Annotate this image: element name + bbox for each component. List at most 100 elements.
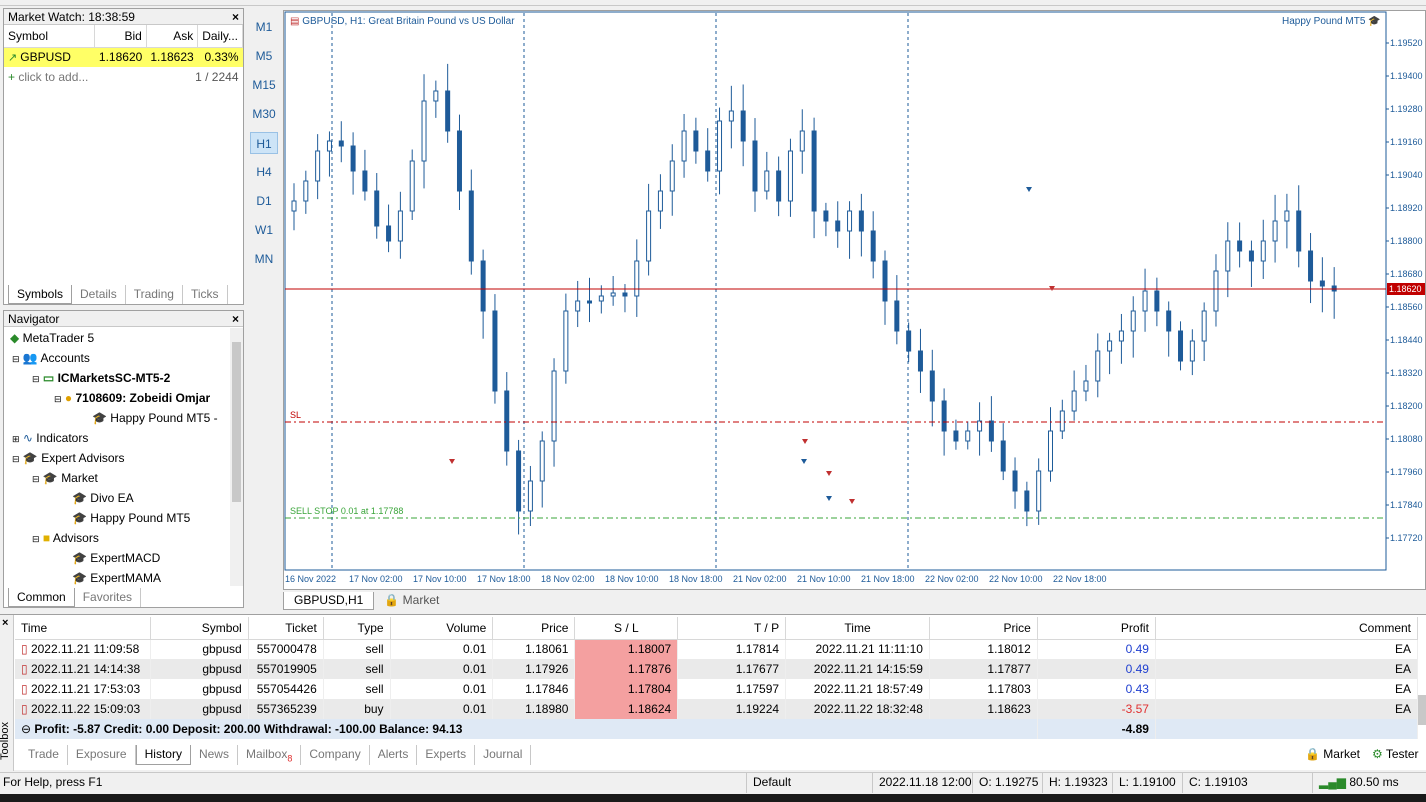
history-col-header[interactable]: Volume [390, 617, 494, 640]
history-col-header[interactable]: Ticket [248, 617, 324, 640]
tab-journal[interactable]: Journal [475, 745, 532, 766]
status-high: H: 1.19323 [1042, 773, 1112, 793]
col-bid[interactable]: Bid [94, 25, 147, 48]
tree-item-indicators[interactable]: ⊞ ∿ Indicators [12, 428, 88, 448]
tab-details[interactable]: Details [72, 285, 126, 304]
history-row[interactable]: ▯ 2022.11.21 14:14:38 gbpusd 557019905 sell… [15, 659, 1419, 679]
tab-favorites[interactable]: Favorites [75, 588, 142, 607]
tree-item-account[interactable]: ⊟ ● 7108609: Zobeidi Omjar [54, 388, 210, 408]
trade-marker[interactable] [801, 459, 807, 464]
history-col-header[interactable]: Time [15, 617, 152, 640]
history-row[interactable]: ▯ 2022.11.21 11:09:58 gbpusd 557000478 sell… [15, 639, 1419, 659]
navigator-scrollbar[interactable] [230, 328, 243, 586]
add-symbol-row[interactable]: + click to add... 1 / 2244 [4, 67, 243, 87]
col-symbol[interactable]: Symbol [4, 25, 96, 48]
trade-marker[interactable] [849, 499, 855, 504]
tree-item-advisors[interactable]: ⊟ ■ Advisors [32, 528, 99, 548]
scrollbar-thumb[interactable] [232, 342, 241, 502]
tree-item-expert-mama[interactable]: 🎓 ExpertMAMA [72, 568, 161, 586]
timeframe-m5[interactable]: M5 [255, 49, 273, 63]
trade-marker[interactable] [826, 496, 832, 501]
history-scrollbar[interactable] [1418, 695, 1426, 725]
ea-label[interactable]: Happy Pound MT5 🎓 [1282, 16, 1381, 27]
history-col-header[interactable]: Symbol [150, 617, 249, 640]
price-chart[interactable]: 1.19520 1.19400 1.19280 1.19160 1.19040 1.189… [284, 11, 1426, 591]
timeframe-mn[interactable]: MN [254, 252, 274, 266]
user-icon: ● [64, 391, 73, 405]
close-icon[interactable]: × [231, 10, 239, 24]
trade-marker[interactable] [1049, 286, 1055, 291]
candle-body [1272, 220, 1278, 242]
tab-common[interactable]: Common [8, 588, 75, 607]
history-col-header[interactable]: Type [323, 617, 391, 640]
tab-trade[interactable]: Trade [20, 745, 68, 766]
tree-item-running-ea[interactable]: 🎓 Happy Pound MT5 - [92, 408, 218, 428]
ea-cap-icon: 🎓 [72, 551, 87, 565]
tester-button[interactable]: ⚙ Tester [1372, 747, 1419, 761]
timeframe-h4[interactable]: H4 [256, 165, 272, 179]
history-col-header[interactable]: Comment [1155, 617, 1419, 640]
tree-item-accounts[interactable]: ⊟ 👥 Accounts [12, 348, 90, 368]
tab-history[interactable]: History [135, 745, 191, 766]
symbol-name: GBPUSD [20, 50, 71, 65]
collapse-icon: ⊟ [32, 374, 40, 384]
symbol-row[interactable]: ↗ GBPUSD 1.18620 1.18623 0.33% [4, 47, 243, 67]
col-daily[interactable]: Daily... [197, 25, 243, 48]
chart-menu-icon[interactable]: ▤ [290, 16, 300, 27]
history-col-header[interactable]: Profit [1037, 617, 1156, 640]
tree-item-happy-pound[interactable]: 🎓 Happy Pound MT5 [72, 508, 190, 528]
status-ping[interactable]: ▂▄▆ 80.50 ms [1312, 773, 1426, 793]
history-col-header[interactable]: Price [492, 617, 576, 640]
history-col-header[interactable]: Price [929, 617, 1038, 640]
close-icon[interactable]: × [231, 312, 239, 326]
close-icon[interactable]: × [2, 617, 9, 629]
tab-trading[interactable]: Trading [126, 285, 183, 304]
trade-marker[interactable] [826, 471, 832, 476]
tab-chart-gbpusd[interactable]: GBPUSD,H1 [283, 592, 375, 610]
tree-item-expert-advisors[interactable]: ⊟ 🎓 Expert Advisors [12, 448, 125, 468]
col-ask[interactable]: Ask [146, 25, 199, 48]
history-col-header[interactable]: S / L [574, 617, 679, 640]
tree-item-divo-ea[interactable]: 🎓 Divo EA [72, 488, 134, 508]
timeframe-m1[interactable]: M1 [255, 20, 273, 34]
signal-icon: ▂▄▆ [1319, 775, 1346, 789]
tree-item-server[interactable]: ⊟ ▭ ICMarketsSC-MT5-2 [32, 368, 170, 388]
trade-marker[interactable] [802, 439, 808, 444]
navigator-panel: Navigator × ◆ MetaTrader 5 ⊟ 👥 Accounts ⊟… [3, 310, 244, 608]
timeframe-m30[interactable]: M30 [252, 107, 276, 121]
tab-company[interactable]: Company [301, 745, 370, 766]
tree-item-expert-macd[interactable]: 🎓 ExpertMACD [72, 548, 160, 568]
tree-item-metatrader[interactable]: ◆ MetaTrader 5 [10, 328, 94, 348]
timeframe-m15[interactable]: M15 [252, 78, 276, 92]
accounts-icon: 👥 [22, 351, 38, 365]
tree-item-market[interactable]: ⊟ 🎓 Market [32, 468, 98, 488]
trade-marker[interactable] [1026, 187, 1032, 192]
history-row[interactable]: ▯ 2022.11.22 15:09:03 gbpusd 557365239 buy 0… [15, 699, 1419, 719]
collapse-icon[interactable]: ⊖ [21, 722, 32, 736]
price-tick-label: 1.17720 [1390, 533, 1423, 543]
tab-symbols[interactable]: Symbols [8, 285, 73, 304]
tab-label: Journal [483, 747, 523, 761]
tab-experts[interactable]: Experts [417, 745, 476, 766]
chart-window[interactable]: 1.19520 1.19400 1.19280 1.19160 1.19040 1.189… [283, 10, 1426, 590]
status-profile[interactable]: Default [746, 773, 872, 793]
tab-ticks[interactable]: Ticks [183, 285, 228, 304]
tab-chart-market[interactable]: 🔒 Market [374, 592, 449, 610]
status-open: O: 1.19275 [972, 773, 1042, 793]
history-cell: buy [323, 699, 391, 719]
tab-alerts[interactable]: Alerts [370, 745, 418, 766]
candle-body [539, 440, 545, 482]
toolbox-sidebar: × Toolbox [0, 615, 14, 771]
history-col-header[interactable]: Time [785, 617, 930, 640]
timeframe-w1[interactable]: W1 [255, 223, 273, 237]
tab-label: Trade [28, 747, 59, 761]
tab-news[interactable]: News [191, 745, 238, 766]
timeframe-d1[interactable]: D1 [256, 194, 272, 208]
timeframe-h1[interactable]: H1 [250, 132, 278, 154]
trade-marker[interactable] [449, 459, 455, 464]
tab-mailbox[interactable]: Mailbox8 [238, 745, 302, 766]
history-row[interactable]: ▯ 2022.11.21 17:53:03 gbpusd 557054426 sell… [15, 679, 1419, 699]
market-button[interactable]: 🔒 Market [1305, 747, 1360, 761]
tab-exposure[interactable]: Exposure [68, 745, 136, 766]
history-col-header[interactable]: T / P [677, 617, 787, 640]
